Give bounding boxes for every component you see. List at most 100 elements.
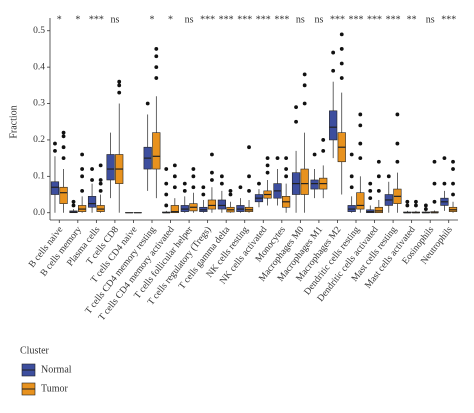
outlier [432, 181, 437, 186]
y-axis-title: Fraction [8, 105, 19, 138]
outlier [368, 181, 373, 186]
outlier [201, 185, 206, 190]
outlier [154, 76, 159, 80]
outlier [451, 167, 455, 171]
outlier [80, 167, 85, 171]
outlier [145, 101, 150, 106]
outlier [117, 90, 122, 95]
outlier [302, 83, 307, 88]
outlier [368, 196, 373, 201]
outlier [331, 50, 336, 55]
outlier [349, 185, 354, 190]
box [152, 132, 161, 170]
outlier [172, 185, 177, 190]
significance-label: ** [407, 14, 417, 25]
outlier [339, 32, 344, 37]
legend-title: Cluster [20, 345, 50, 356]
outlier [98, 178, 103, 182]
outlier [395, 141, 400, 146]
outlier [302, 101, 307, 106]
outlier [339, 47, 344, 51]
outlier [61, 156, 66, 161]
outlier [432, 159, 437, 164]
outlier [98, 163, 103, 168]
outlier [61, 130, 66, 135]
outlier [423, 207, 428, 211]
outlier [349, 174, 354, 179]
legend-label: Normal [41, 364, 72, 375]
box [87, 196, 97, 208]
outlier [71, 199, 76, 204]
y-tick-label: 0.2 [33, 135, 45, 145]
outlier [414, 203, 418, 208]
outlier [339, 76, 344, 80]
outlier [442, 156, 447, 161]
outlier [90, 167, 94, 171]
outlier [228, 188, 233, 193]
box [106, 154, 115, 181]
y-tick-label: 0.3 [33, 99, 45, 109]
outlier [154, 47, 159, 51]
outlier [395, 112, 400, 117]
box [356, 192, 365, 210]
significance-label: * [57, 14, 62, 25]
outlier [284, 174, 289, 179]
outlier [247, 188, 251, 193]
y-tick-label: 0.1 [33, 172, 45, 182]
significance-label: *** [349, 14, 364, 25]
outlier [321, 148, 326, 153]
outlier [71, 203, 76, 208]
outlier [191, 174, 196, 179]
outlier [376, 174, 381, 179]
outlier [451, 159, 455, 164]
outlier [275, 156, 280, 161]
box [374, 206, 383, 214]
outlier [358, 123, 363, 128]
outlier [210, 178, 214, 182]
significance-label: ns [185, 14, 194, 25]
significance-label: *** [441, 14, 456, 25]
outlier [191, 167, 196, 171]
legend-label: Tumor [41, 383, 69, 394]
significance-label: *** [256, 14, 271, 25]
outlier [201, 192, 206, 197]
significance-label: *** [330, 14, 345, 25]
outlier [265, 156, 270, 161]
outlier [376, 159, 381, 164]
significance-label: ns [110, 14, 119, 25]
outlier [228, 192, 233, 197]
outlier [386, 174, 391, 179]
outlier [451, 181, 455, 186]
outlier [358, 156, 363, 161]
outlier [61, 145, 66, 150]
outlier [376, 188, 381, 193]
significance-label: * [150, 14, 155, 25]
box [300, 168, 309, 195]
outlier [247, 174, 251, 179]
outlier [172, 163, 177, 168]
significance-label: ns [296, 14, 305, 25]
outlier [164, 181, 169, 186]
outlier [164, 167, 169, 171]
outlier [358, 141, 363, 146]
significance-label: *** [200, 14, 215, 25]
outlier [349, 152, 354, 157]
outlier [265, 170, 270, 175]
outlier [294, 119, 298, 124]
significance-label: *** [237, 14, 252, 25]
outlier [210, 152, 214, 157]
outlier [451, 192, 455, 197]
outlier [257, 181, 261, 186]
box [59, 186, 68, 204]
box [50, 181, 60, 195]
outlier [358, 112, 363, 117]
outlier [61, 134, 66, 139]
outlier [238, 185, 243, 190]
significance-label: *** [219, 14, 234, 25]
y-tick-label: 0.5 [33, 26, 45, 36]
significance-label: ns [426, 14, 435, 25]
outlier [321, 138, 326, 142]
outlier [98, 188, 103, 193]
outlier [405, 203, 410, 208]
outlier [284, 156, 289, 161]
